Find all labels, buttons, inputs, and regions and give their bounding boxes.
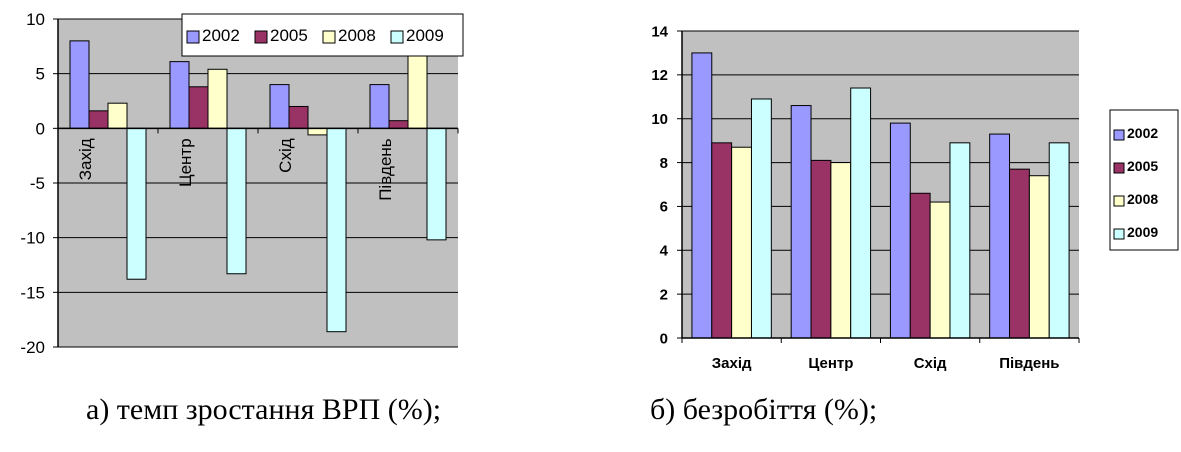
category-labels: Захід Центр Схід Південь [57, 127, 459, 201]
y-tick-label: 10 [26, 10, 45, 29]
bar-2005-Захід [88, 110, 109, 129]
y-tick-label: -20 [20, 338, 45, 357]
bar-2008-Схід [307, 127, 328, 136]
legend-label: 2002 [202, 26, 240, 45]
y-tick-label: -5 [30, 174, 45, 193]
legend: 2002 2005 2008 2009 [181, 13, 464, 57]
bar-2005-Південь [388, 120, 409, 129]
y-tick-label: 5 [36, 65, 45, 84]
category-label: Південь [376, 138, 395, 201]
legend-swatch-2005 [254, 30, 268, 44]
caption-gdp-growth: а) темп зростання ВРП (%); [86, 393, 442, 426]
legend-swatch-2009 [390, 30, 404, 44]
y-tick-label: 0 [36, 119, 45, 138]
bar-2005-Центр [188, 86, 209, 129]
bar-2009-Південь [426, 127, 447, 241]
bar-2002-Захід [69, 40, 90, 129]
legend-swatch-2008 [322, 30, 336, 44]
bar-2008-Центр [207, 68, 228, 129]
bar-2005-Схід [288, 105, 309, 129]
bar-2002-Схід [269, 84, 290, 129]
y-axis: 10 5 0 -5 -10 -15 -20 [20, 10, 59, 357]
y-tick-label: -10 [20, 229, 45, 248]
caption-unemployment: б) безробіття (%); [650, 393, 878, 426]
y-tick-label: -15 [20, 283, 45, 302]
legend-label: 2005 [270, 26, 308, 45]
bars [69, 40, 447, 333]
category-label: Схід [276, 138, 295, 173]
bar-2002-Південь [369, 84, 390, 129]
bar-2008-Захід [107, 102, 128, 129]
legend-swatch-2002 [186, 30, 200, 44]
category-label: Центр [176, 138, 195, 187]
category-label: Захід [76, 138, 95, 180]
bar-2009-Центр [226, 127, 247, 275]
legend-label: 2008 [338, 26, 376, 45]
bar-2002-Центр [169, 61, 190, 129]
bar-2009-Захід [126, 127, 147, 280]
legend-label: 2009 [406, 26, 444, 45]
bar-2009-Схід [326, 127, 347, 333]
